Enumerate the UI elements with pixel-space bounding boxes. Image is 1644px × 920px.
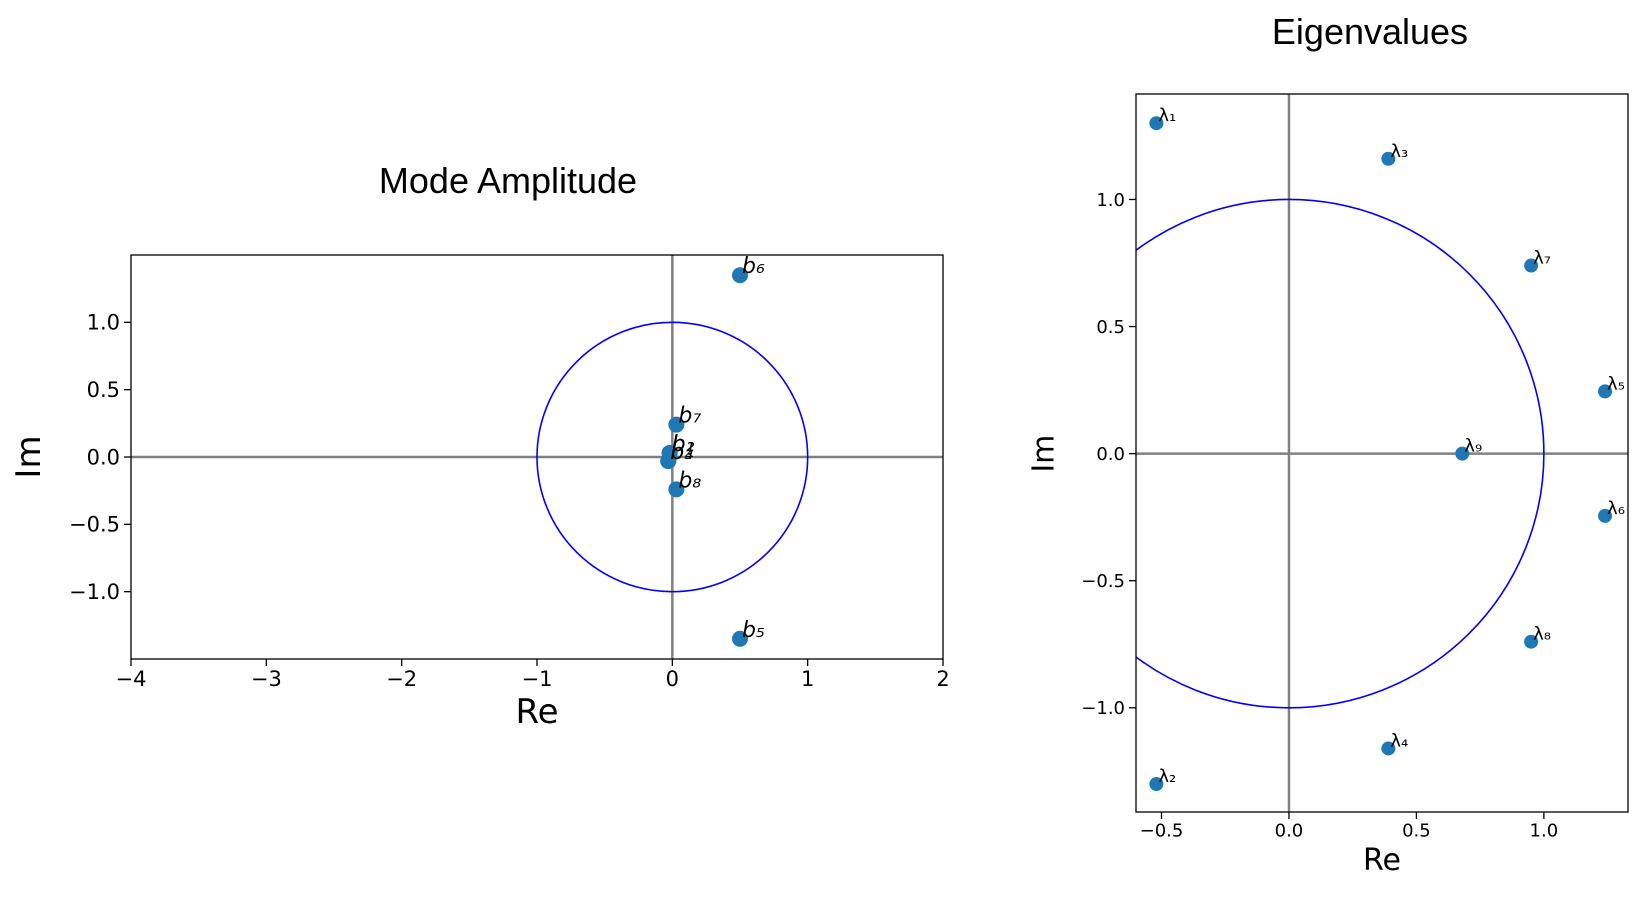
point-label: λ₂ [1158,766,1176,787]
point [1598,508,1613,523]
point-label: λ₁ [1158,105,1176,126]
x-tick-label: −4 [116,667,147,691]
point [668,416,685,433]
point-label: λ₃ [1390,141,1408,162]
y-tick-label: −1.0 [1081,698,1125,719]
y-tick-label: −0.5 [69,513,120,537]
y-tick-label: 0.5 [1096,317,1125,338]
point [1455,446,1470,461]
y-tick-label: 0.5 [87,378,120,402]
point-label: λ₄ [1390,730,1408,751]
y-tick-label: 0.0 [1096,444,1125,465]
x-tick-label: −3 [251,667,282,691]
point-label: b₃ [670,440,693,465]
x-tick-label: 1 [801,667,814,691]
point-label: b₄ [670,440,693,465]
point-label: b₆ [742,254,765,279]
point-label: b₂ [672,432,695,457]
point [1524,634,1539,649]
point [732,267,748,284]
x-tick-label: 2 [936,667,949,691]
point [732,630,748,647]
point-label: b₈ [678,468,701,493]
chart-title: Mode Amplitude [379,160,637,201]
y-axis-label: Im [9,435,49,478]
x-tick-label: 1.0 [1530,820,1559,841]
point [668,481,685,498]
point [1524,258,1539,273]
x-tick-label: 0 [666,667,679,691]
point-label: λ₈ [1533,624,1551,645]
y-tick-label: −0.5 [1081,571,1125,592]
chart-title: Eigenvalues [1272,11,1468,52]
unit-circle [1136,198,1545,709]
x-axis-label: Re [515,692,558,732]
point-label: λ₅ [1607,373,1625,394]
point-label: λ₉ [1464,436,1482,457]
point-label: λ₇ [1533,248,1551,269]
x-tick-label: −0.5 [1140,820,1184,841]
point [1149,777,1164,792]
x-axis-label: Re [1363,843,1401,878]
point [660,453,677,470]
y-tick-label: 0.0 [87,445,120,469]
x-tick-label: −2 [386,667,417,691]
unit-circle [536,321,809,593]
point [1381,151,1396,166]
point-label: b₇ [678,404,701,429]
point-label: λ₆ [1607,498,1625,519]
point [1598,384,1613,399]
point-label: b₅ [742,618,765,643]
y-tick-label: 1.0 [1096,190,1125,211]
point [1149,116,1164,131]
x-tick-label: 0.5 [1402,820,1431,841]
x-tick-label: −1 [522,667,553,691]
x-tick-label: 0.0 [1275,820,1304,841]
y-tick-label: −1.0 [69,580,120,604]
point-label: b₁ [672,432,695,457]
point [1381,741,1396,756]
y-axis-label: Im [1027,435,1062,473]
y-tick-label: 1.0 [87,311,120,335]
